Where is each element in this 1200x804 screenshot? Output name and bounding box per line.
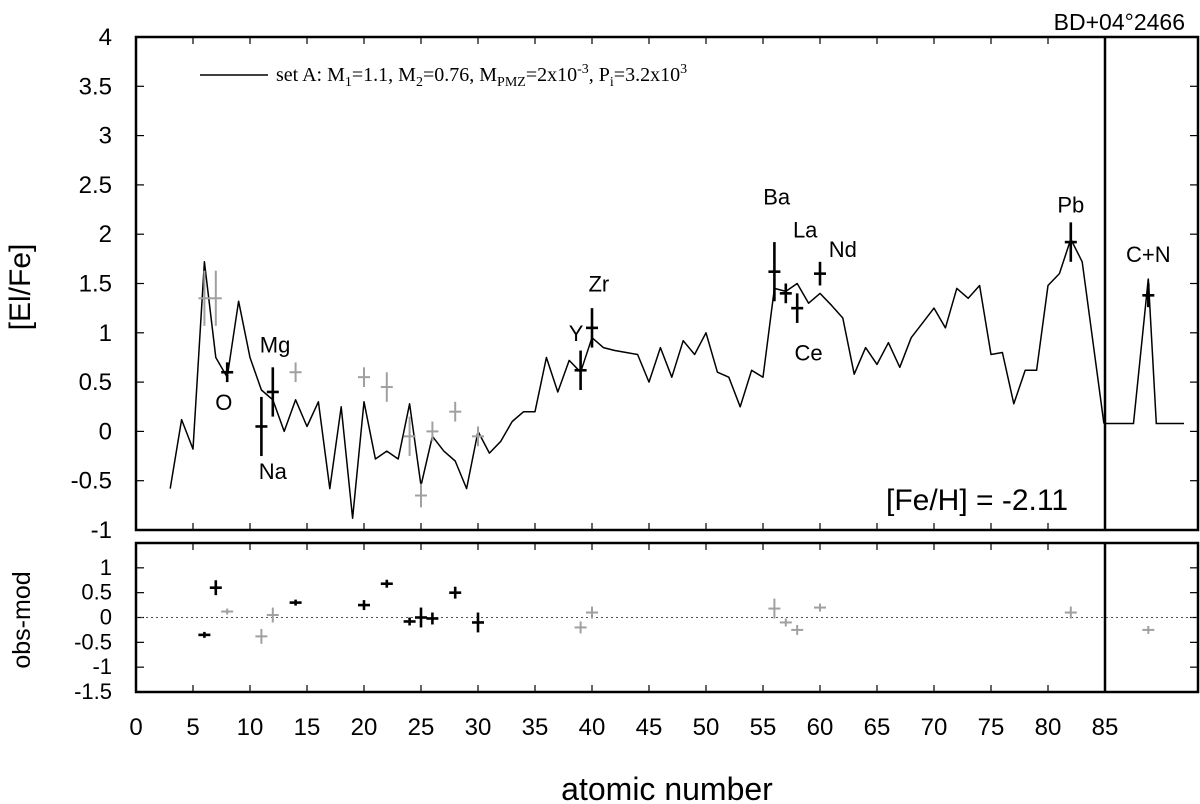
x-tick-label: 55 [750,714,777,741]
x-tick-label: 25 [408,714,435,741]
y-tick-label-top: 0.5 [79,369,112,396]
x-tick-label: 35 [522,714,549,741]
x-tick-label: 50 [693,714,720,741]
x-tick-label: 65 [864,714,891,741]
bottom-panel-frame [134,541,1200,694]
y-tick-label-bottom: -1.5 [74,679,112,704]
x-tick-label: 40 [579,714,606,741]
y-tick-label-top: 0 [99,418,112,445]
x-tick-label: 30 [465,714,492,741]
y-axis-title-bottom: obs-mod [8,571,36,668]
element-label: La [793,217,818,242]
points-layer [198,222,1155,644]
element-label: Na [259,459,288,484]
y-tick-label-top: 1.5 [79,271,112,298]
x-tick-label: 15 [294,714,321,741]
x-tick-label: 10 [237,714,264,741]
element-label: Ce [795,341,823,366]
y-tick-label-top: 3 [99,123,112,150]
legend: set A: M1=1.1, M2=0.76, MPMZ=2x10-3, Pi=… [200,62,687,90]
x-tick-label: 20 [351,714,378,741]
x-tick-label: 80 [1035,714,1062,741]
x-axis-title: atomic number [561,771,773,804]
y-axis-title-top: [El/Fe] [4,244,37,331]
y-tick-label-bottom: -1 [92,654,112,679]
y-tick-label-bottom: 0.5 [81,580,112,605]
element-label: Y [569,321,584,346]
series-layer [169,238,1184,519]
y-tick-label-top: 2 [99,221,112,248]
y-tick-label-top: 3.5 [79,73,112,100]
y-tick-label-top: 4 [99,24,112,51]
top-panel-frame [134,35,1200,532]
element-label: C+N [1126,242,1171,267]
y-tick-label-bottom: 1 [100,555,112,580]
element-label: Nd [829,237,857,262]
element-label: Mg [260,333,291,358]
x-tick-label: 75 [978,714,1005,741]
y-tick-label-top: -0.5 [71,468,112,495]
y-tick-label-top: 2.5 [79,172,112,199]
y-tick-label-bottom: 0 [100,605,112,630]
model-line [169,238,1105,519]
x-tick-label: 45 [636,714,663,741]
legend-label: set A: M1=1.1, M2=0.76, MPMZ=2x10-3, Pi=… [276,62,687,90]
metallicity-label: [Fe/H] = -2.11 [886,484,1068,517]
tick-layer: 0 5 10 15 20 25 30 35 40 45 50 55 60 65 70 75 80 8543.532… [71,24,1198,741]
x-tick-label: 60 [807,714,834,741]
element-label: Ba [763,185,791,210]
x-tick-label: 0 [129,714,142,741]
element-label: Pb [1057,193,1084,218]
x-tick-label: 5 [186,714,199,741]
model-line-cn [1103,278,1184,425]
element-label: Zr [588,272,609,297]
x-tick-label: 70 [921,714,948,741]
x-tick-label: 85 [1092,714,1119,741]
object-label: BD+04°2466 [1054,9,1185,35]
y-tick-label-top: 1 [99,320,112,347]
y-tick-label-bottom: -0.5 [74,629,112,654]
y-tick-label-top: -1 [91,517,112,544]
element-label: O [215,390,232,415]
